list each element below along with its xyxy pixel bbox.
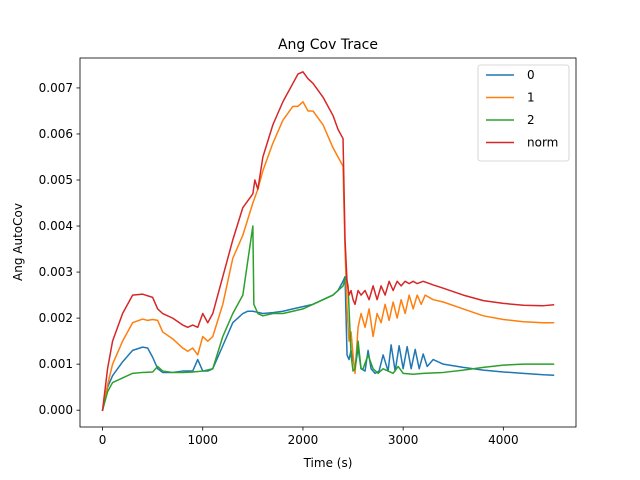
x-tick-label: 4000 [488,433,519,447]
series-line-0 [101,275,555,412]
series-line-norm [101,71,555,412]
y-tick-label: 0.005 [39,173,73,187]
x-tick-label: 3000 [388,433,419,447]
series-line-2 [101,225,555,412]
legend-label-1: 1 [527,91,535,105]
plot-area [101,71,555,412]
x-axis: 0 1000 2000 3000 4000 [99,427,519,447]
y-tick-label: 0.007 [39,81,73,95]
x-axis-label: Time (s) [303,456,353,470]
y-tick-label: 0.006 [39,127,73,141]
legend-box [477,64,570,162]
x-tick-label: 0 [99,433,107,447]
y-tick-label: 0.003 [39,265,73,279]
plot-frame [79,57,577,428]
y-axis: 0.000 0.001 0.002 0.003 0.004 0.005 0.006 0.007 [39,81,80,417]
y-tick-label: 0.002 [39,311,73,325]
legend-label-norm: norm [527,136,558,150]
x-tick-label: 2000 [288,433,319,447]
series-line-1 [101,100,555,412]
legend-label-2: 2 [527,113,535,127]
x-tick-label: 1000 [187,433,218,447]
y-tick-label: 0.001 [39,357,73,371]
y-tick-label: 0.000 [39,403,73,417]
y-tick-label: 0.004 [39,219,73,233]
legend-label-0: 0 [527,68,535,82]
y-axis-label: Ang AutoCov [11,203,25,281]
legend: 0 1 2 norm [477,64,570,162]
chart-title: Ang Cov Trace [278,37,378,53]
